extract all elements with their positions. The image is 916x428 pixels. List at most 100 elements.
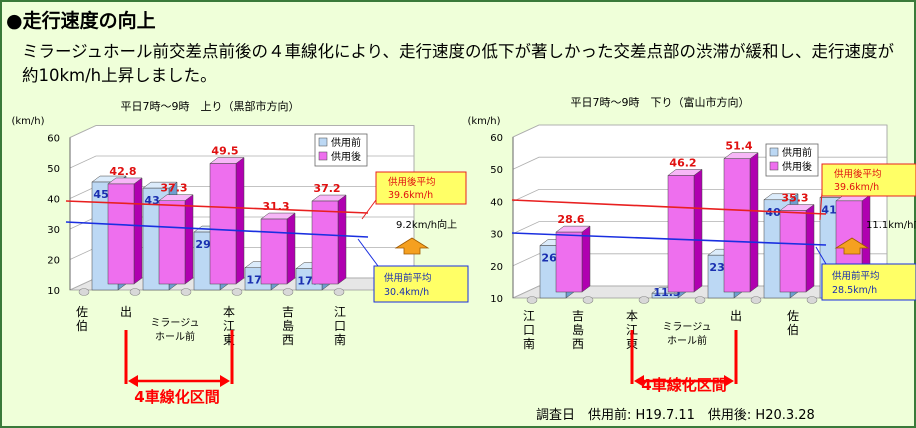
chart1-callout-after-pointer (361, 199, 377, 220)
svg-text:江: 江 (223, 319, 235, 333)
chart1-gain-text: 9.2km/h向上 (396, 218, 457, 231)
chart1-ylabel: (km/h) (11, 116, 44, 127)
chart1-bar-after (209, 157, 245, 285)
chart2-floor-marker (526, 296, 538, 304)
chart1-title: 平日7時〜9時 上り（黒部市方向） (121, 99, 300, 113)
chart1-legend-swatch (318, 137, 328, 147)
chart1-gridline (69, 155, 414, 169)
chart1-bar-after (158, 194, 194, 285)
chart2-avg-before-value: 28.5km/h (832, 285, 877, 296)
chart1-legend-label: 供用後 (331, 150, 361, 163)
chart1-bar-after (260, 212, 296, 285)
chart2-ytick-label: 60 (490, 133, 503, 144)
chart1-data-label-after: 42.8 (109, 165, 136, 178)
svg-text:南: 南 (523, 336, 535, 351)
chart2-ytick-label: 40 (490, 197, 503, 208)
chart2-avg-after-label: 供用後平均 (834, 168, 882, 180)
svg-text:出: 出 (730, 309, 742, 323)
chart2-category-label: 出 (730, 309, 742, 323)
chart1-ytick-label: 10 (47, 286, 60, 297)
svg-text:本: 本 (223, 305, 235, 319)
svg-text:佐: 佐 (76, 305, 88, 319)
chart1-category-label: 出 (120, 305, 132, 319)
chart1-ytick-label: 40 (47, 195, 60, 206)
chart2-ytick-label: 50 (490, 165, 503, 176)
chart2-data-label-after: 28.6 (557, 213, 584, 226)
svg-text:吉: 吉 (282, 305, 294, 319)
chart2-category-label: 吉島西 (572, 309, 584, 351)
chart1-avg-after-label: 供用後平均 (388, 176, 436, 188)
svg-text:西: 西 (572, 337, 584, 351)
survey-note: 調査日 供用前: H19.7.11 供用後: H20.3.28 (536, 408, 815, 423)
chart1-ytick-label: 30 (47, 225, 60, 236)
svg-text:西: 西 (282, 333, 294, 347)
chart1-floor-marker (78, 288, 90, 296)
chart2-callout-after (821, 163, 916, 197)
chart2-floor-marker (694, 296, 706, 304)
chart1-data-label-after: 31.3 (262, 200, 289, 213)
chart2-category-label: 佐伯 (787, 309, 799, 337)
chart2-callout-after-pointer (819, 191, 823, 221)
chart2-ytick-label: 20 (490, 262, 503, 273)
chart2-title: 平日7時〜9時 下り（富山市方向） (571, 95, 750, 109)
chart1-legend-swatch (318, 151, 328, 161)
chart2-legend-swatch (769, 147, 779, 157)
svg-text:伯: 伯 (787, 322, 799, 337)
svg-text:佐: 佐 (787, 309, 799, 323)
chart1-avg-before-line (65, 221, 369, 238)
chart1-avg-before-value: 30.4km/h (384, 287, 429, 298)
chart2-legend-label: 供用前 (782, 146, 812, 159)
chart1-floor-marker (180, 288, 192, 296)
chart1-avg-after-value: 39.6km/h (388, 190, 433, 201)
chart1-avg-after-line (65, 200, 369, 214)
svg-text:江: 江 (334, 305, 346, 319)
svg-text:出: 出 (120, 305, 132, 319)
chart1-category-label: 佐伯 (76, 305, 88, 333)
chart1-bar-after (311, 194, 347, 285)
chart1-bar-after (107, 177, 143, 285)
chart1-gridline (69, 125, 414, 138)
chart2-floor-marker (806, 296, 818, 304)
chart1-callout-after (375, 171, 467, 205)
chart2-avg-after-value: 39.6km/h (834, 182, 879, 193)
chart1-section-label: 4車線化区間 (134, 388, 219, 406)
chart2-category-label: ミラージュホール前 (662, 321, 711, 347)
chart1-data-label-after: 37.2 (313, 182, 340, 195)
chart2-section-arrowhead-left (634, 375, 644, 387)
chart2-category-label: 江口南 (523, 309, 535, 351)
chart2-legend-label: 供用後 (782, 160, 812, 173)
chart2-floor-marker (638, 296, 650, 304)
chart2-avg-before-line (511, 232, 827, 246)
svg-text:南: 南 (334, 332, 346, 347)
chart1-ytick-label: 50 (47, 164, 60, 175)
chart1-data-label-after: 49.5 (211, 145, 238, 158)
chart2-section-arrowhead-right (724, 375, 734, 387)
svg-text:ミラージュ: ミラージュ (150, 317, 199, 329)
chart1-ytick-label: 20 (47, 256, 60, 267)
chart2-avg-after-line (511, 199, 827, 215)
svg-text:島: 島 (572, 322, 584, 337)
page-description: ミラージュホール前交差点前後の４車線化により、走行速度の低下が著しかった交差点部… (22, 42, 895, 85)
chart1-data-label-after: 37.3 (160, 182, 187, 195)
chart1-floor-marker (129, 288, 141, 296)
chart1-up-arrow-icon (394, 237, 430, 255)
chart1-callout-before-pointer (357, 238, 379, 267)
svg-text:ホール前: ホール前 (155, 330, 195, 343)
svg-text:吉: 吉 (572, 309, 584, 323)
chart1-ytick-label: 60 (47, 134, 60, 145)
svg-text:口: 口 (523, 323, 535, 337)
chart2-callout-before (821, 263, 916, 301)
chart1-section-arrowhead-left (128, 375, 138, 387)
chart2-up-arrow-icon (834, 237, 870, 255)
chart1-category-label: ミラージュホール前 (150, 317, 199, 343)
svg-text:口: 口 (334, 319, 346, 333)
svg-text:ミラージュ: ミラージュ (662, 321, 711, 333)
chart2-bar-after (667, 168, 703, 293)
chart1-legend-label: 供用前 (331, 136, 361, 149)
chart2-floor-marker (582, 296, 594, 304)
svg-text:ホール前: ホール前 (667, 334, 707, 347)
chart2-data-label-after: 35.3 (781, 192, 808, 205)
